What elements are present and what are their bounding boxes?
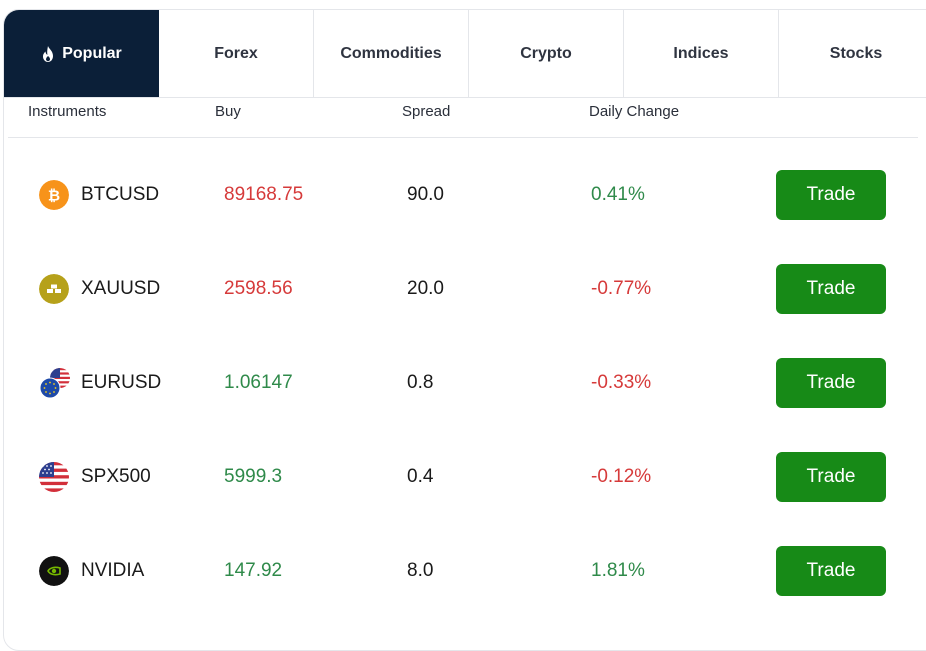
trade-button[interactable]: Trade [776,170,886,220]
tab-popular[interactable]: Popular [4,10,159,97]
buy-price: 1.06147 [224,372,293,393]
buy-price: 2598.56 [224,278,293,299]
spread-value: 8.0 [407,560,434,581]
buy-price: 147.92 [224,560,283,581]
tab-label: Stocks [829,44,883,62]
instrument-name: BTCUSD [81,184,160,205]
instrument-name: SPX500 [81,466,151,487]
instrument-name: EURUSD [81,372,162,393]
spread-value: 20.0 [407,278,444,299]
daily-change: -0.12% [591,466,652,487]
column-header-instruments: Instruments [28,103,107,120]
tab-crypto[interactable]: Crypto [469,10,624,97]
instrument-name: NVIDIA [81,560,145,581]
daily-change: -0.77% [591,278,652,299]
table-row: EURUSD 1.06147 0.8 -0.33% Trade [0,336,926,430]
daily-change: 0.41% [591,184,645,205]
daily-change: 1.81% [591,560,645,581]
spread-value: 0.8 [407,372,434,393]
table-header: Instruments Buy Spread Daily Change [8,87,918,138]
trade-button[interactable]: Trade [776,452,886,502]
category-tabs: Popular Forex Commodities Crypto Indices… [4,10,926,98]
instrument-list: ₿ BTCUSD 89168.75 90.0 0.41% Trade XAUUS… [0,148,926,618]
table-row: ₿ BTCUSD 89168.75 90.0 0.41% Trade [0,148,926,242]
bitcoin-icon: ₿ [39,180,69,210]
tab-commodities[interactable]: Commodities [314,10,469,97]
gold-icon [39,274,69,304]
flame-icon [43,45,54,62]
tab-forex[interactable]: Forex [159,10,314,97]
eur-usd-flags-icon [39,368,70,399]
us-flag-icon [39,462,69,492]
table-row: SPX500 5999.3 0.4 -0.12% Trade [0,430,926,524]
daily-change: -0.33% [591,372,652,393]
column-header-daily-change: Daily Change [589,103,680,120]
nvidia-icon [39,556,69,586]
trade-button[interactable]: Trade [776,264,886,314]
trade-button[interactable]: Trade [776,546,886,596]
table-row: XAUUSD 2598.56 20.0 -0.77% Trade [0,242,926,336]
tab-label: Popular [62,44,122,62]
svg-text:₿: ₿ [48,187,60,205]
spread-value: 90.0 [407,184,444,205]
instrument-widget: Popular Forex Commodities Crypto Indices… [3,9,926,651]
buy-price: 5999.3 [224,466,283,487]
spread-value: 0.4 [407,466,434,487]
instrument-name: XAUUSD [81,278,161,299]
tab-label: Crypto [520,44,572,62]
table-row: NVIDIA 147.92 8.0 1.81% Trade [0,524,926,618]
tab-label: Commodities [340,44,442,62]
column-header-buy: Buy [215,103,241,120]
trade-button[interactable]: Trade [776,358,886,408]
tab-label: Forex [214,44,258,62]
tab-label: Indices [673,44,729,62]
buy-price: 89168.75 [224,184,304,205]
column-header-spread: Spread [402,103,451,120]
tab-indices[interactable]: Indices [624,10,779,97]
tab-stocks[interactable]: Stocks [779,10,926,97]
